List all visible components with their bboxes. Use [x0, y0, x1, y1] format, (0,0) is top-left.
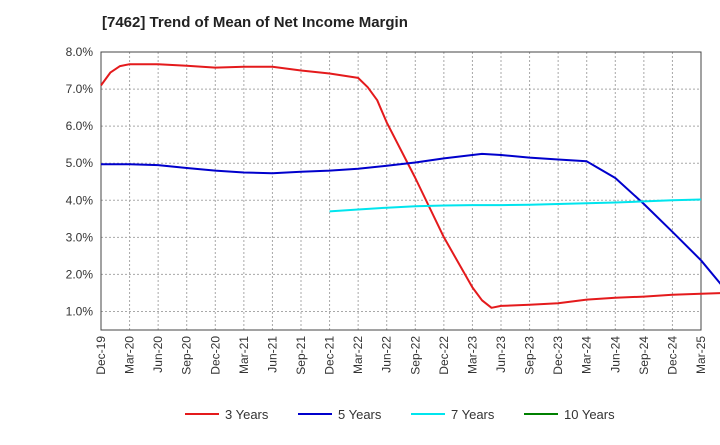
x-tick-label: Mar-22	[351, 336, 365, 374]
legend-label: 10 Years	[564, 407, 615, 422]
x-tick-label: Sep-20	[180, 336, 194, 375]
plot-frame	[100, 51, 702, 331]
y-tick-label: 1.0%	[66, 304, 94, 318]
x-tick-label: Mar-25	[694, 336, 708, 374]
x-tick-label: Jun-23	[494, 336, 508, 373]
x-tick-label: Sep-21	[294, 336, 308, 375]
legend-label: 3 Years	[225, 407, 269, 422]
x-tick-label: Jun-24	[608, 336, 622, 373]
chart-title: [7462] Trend of Mean of Net Income Margi…	[102, 14, 408, 31]
x-tick-label: Jun-22	[380, 336, 394, 373]
x-tick-label: Mar-23	[465, 336, 479, 374]
legend-label: 5 Years	[338, 407, 382, 422]
y-tick-label: 6.0%	[66, 119, 94, 133]
x-tick-label: Dec-19	[94, 336, 108, 375]
y-tick-label: 3.0%	[66, 230, 94, 244]
x-tick-label: Sep-24	[637, 336, 651, 375]
x-tick-label: Dec-20	[208, 336, 222, 375]
x-tick-label: Mar-24	[580, 336, 594, 374]
y-tick-label: 4.0%	[66, 193, 94, 207]
y-tick-label: 2.0%	[66, 267, 94, 281]
x-tick-label: Sep-23	[523, 336, 537, 375]
x-tick-label: Dec-24	[665, 336, 679, 375]
series-line-5-years	[101, 152, 720, 285]
series-line-7-years	[329, 198, 702, 213]
series-line-3-years	[100, 63, 720, 309]
x-tick-label: Dec-22	[437, 336, 451, 375]
x-tick-label: Mar-20	[123, 336, 137, 374]
x-tick-label: Dec-23	[551, 336, 565, 375]
x-tick-label: Mar-21	[237, 336, 251, 374]
x-tick-label: Jun-21	[265, 336, 279, 373]
y-tick-label: 5.0%	[66, 156, 94, 170]
y-tick-label: 8.0%	[66, 45, 94, 59]
x-tick-label: Dec-21	[323, 336, 337, 375]
x-tick-label: Jun-20	[151, 336, 165, 373]
x-tick-label: Sep-22	[408, 336, 422, 375]
legend-label: 7 Years	[451, 407, 495, 422]
y-tick-label: 7.0%	[66, 82, 94, 96]
